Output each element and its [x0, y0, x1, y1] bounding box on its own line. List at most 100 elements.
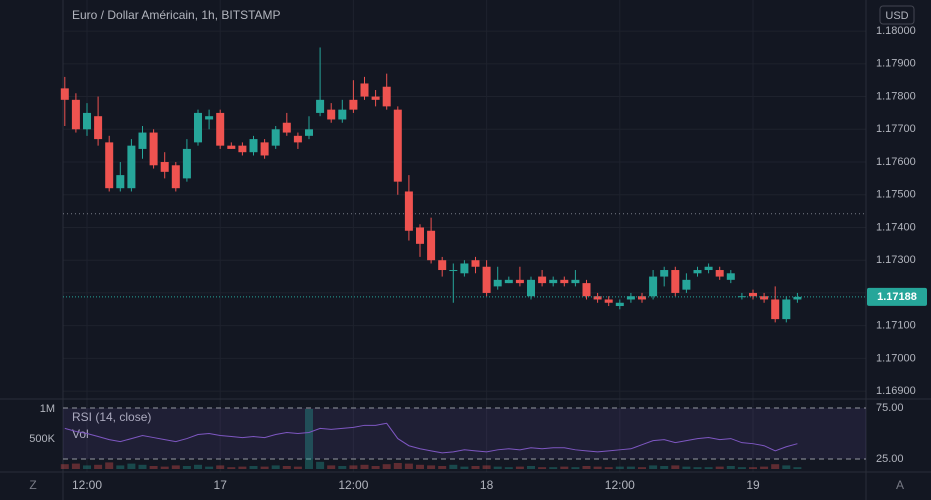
currency-box[interactable] — [879, 5, 915, 25]
y-tick-label: 1.17900 — [876, 58, 916, 70]
candle-body — [149, 132, 158, 166]
volume-bar — [715, 466, 724, 469]
candle-body — [94, 116, 103, 140]
volume-bar — [515, 466, 524, 469]
volume-bar — [538, 467, 547, 469]
volume-bar — [360, 464, 369, 469]
volume-bar — [404, 463, 413, 469]
candle-body — [349, 99, 358, 110]
candle-body — [460, 263, 469, 274]
candle-body — [660, 270, 669, 277]
timezone-button[interactable]: Z — [29, 478, 36, 492]
volume-bar — [549, 467, 558, 469]
volume-bar — [416, 464, 424, 469]
candle-body — [593, 296, 602, 300]
volume-bar — [116, 465, 125, 469]
y-tick-label: 1.18000 — [876, 25, 916, 37]
candle-body — [615, 302, 624, 307]
volume-bar — [427, 465, 436, 469]
candle-body — [427, 230, 436, 261]
candle-body — [171, 165, 180, 189]
y-tick-label: 1.16900 — [876, 385, 916, 397]
candle-body — [371, 96, 380, 100]
auto-scale-button[interactable]: A — [896, 478, 904, 492]
candle-body — [693, 270, 702, 274]
candle-body — [527, 279, 535, 297]
volume-bar — [271, 465, 280, 469]
volume-bar — [626, 466, 635, 469]
volume-bar — [560, 466, 569, 469]
volume-bar — [149, 466, 158, 469]
candle-body — [338, 109, 347, 120]
candle-body — [71, 99, 80, 130]
candle-body — [749, 292, 757, 297]
candle-body — [282, 122, 291, 133]
candle-body — [227, 145, 236, 149]
currency-label[interactable]: USD — [885, 10, 908, 22]
volume-bar — [94, 464, 103, 469]
candle-body — [160, 162, 169, 172]
volume-tick-label: 1M — [40, 403, 55, 415]
volume-bar — [171, 465, 180, 469]
candle-body — [60, 88, 69, 100]
volume-bar — [83, 465, 91, 469]
candle-body — [138, 132, 147, 149]
candle-body — [493, 279, 502, 287]
y-tick-label: 1.17100 — [876, 320, 916, 332]
y-tick-label: 1.17300 — [876, 254, 916, 266]
volume-bar — [194, 464, 202, 469]
candle-body — [782, 299, 791, 320]
candle-body — [638, 296, 646, 300]
x-tick-label: 17 — [214, 478, 228, 492]
volume-bar — [349, 465, 358, 469]
volume-bar — [227, 467, 236, 469]
rsi-tick-label: 25.00 — [876, 453, 904, 465]
volume-bar — [504, 467, 513, 469]
candle-body — [316, 99, 325, 113]
volume-bar — [671, 465, 680, 469]
y-tick-label: 1.17600 — [876, 156, 916, 168]
candle-body — [360, 83, 369, 97]
volume-bar — [604, 467, 613, 469]
last-price-tag — [867, 287, 927, 306]
candle-body — [682, 279, 691, 290]
volume-bar — [693, 467, 702, 469]
candle-body — [238, 145, 247, 153]
volume-bar — [327, 465, 336, 469]
volume-bar — [649, 465, 658, 469]
volume-bar — [449, 464, 458, 469]
volume-bar — [493, 466, 502, 469]
volume-bar — [238, 466, 247, 469]
volume-bar — [105, 462, 114, 469]
candle-body — [726, 273, 735, 280]
candle-body — [327, 109, 336, 120]
candle-body — [671, 270, 680, 293]
x-tick-label: 12:00 — [338, 478, 368, 492]
candle-body — [715, 270, 724, 277]
candle-body — [404, 191, 413, 231]
candle-body — [649, 276, 658, 297]
volume-bar — [60, 464, 69, 469]
volume-bar — [216, 465, 225, 469]
candle-body — [504, 279, 513, 284]
candle-body — [582, 283, 591, 297]
volume-bar — [305, 409, 313, 469]
volume-bar — [382, 464, 391, 469]
y-tick-label: 1.17500 — [876, 189, 916, 201]
volume-bar — [293, 466, 302, 469]
candle-body — [116, 175, 125, 189]
volume-bar — [682, 466, 691, 469]
candle-body — [549, 279, 558, 284]
candle-body — [205, 116, 214, 120]
volume-bar — [127, 463, 136, 469]
indicator-title: RSI (14, close) — [72, 410, 151, 424]
candle-body — [704, 266, 713, 271]
y-tick-label: 1.17800 — [876, 90, 916, 102]
candle-body — [793, 296, 802, 300]
y-tick-label: 1.17400 — [876, 221, 916, 233]
candle-body — [626, 296, 635, 300]
candle-body — [305, 129, 313, 136]
x-tick-label: 18 — [480, 478, 494, 492]
